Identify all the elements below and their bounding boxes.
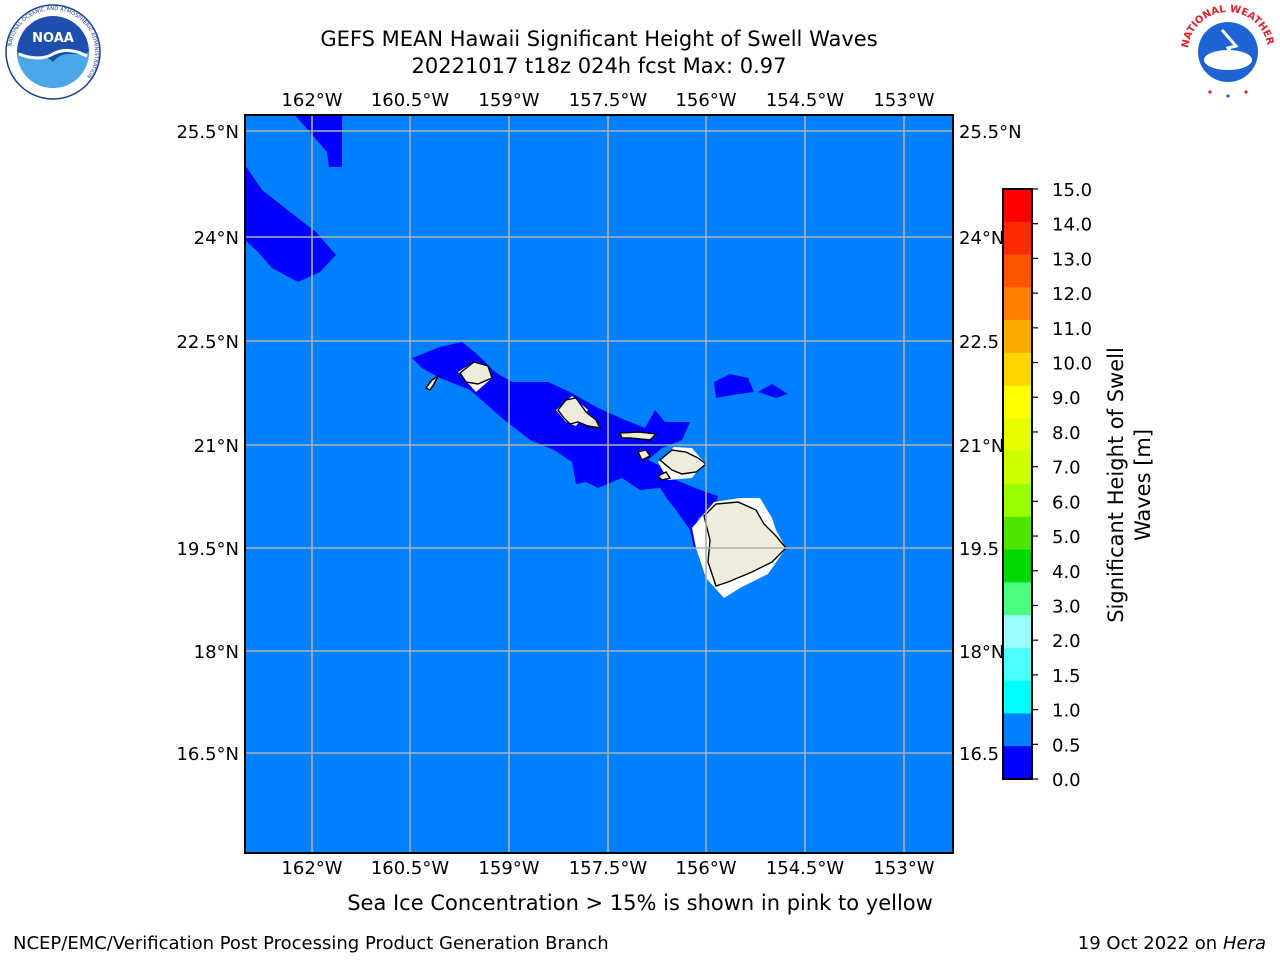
lat-label-left: 16.5°N	[176, 744, 239, 765]
colorbar-band	[1003, 549, 1032, 583]
colorbar-band	[1003, 254, 1032, 288]
colorbar-band	[1003, 746, 1032, 780]
grid-lines	[245, 115, 953, 853]
colorbar-tick-label: 0.5	[1052, 735, 1081, 756]
lat-label-left: 22.5°N	[176, 332, 239, 353]
lon-label-bottom: 157.5°W	[569, 858, 648, 879]
colorbar-band	[1003, 385, 1032, 419]
colorbar-tick-label: 12.0	[1052, 284, 1092, 305]
lat-labels-left: 25.5°N 24°N 22.5°N 21°N 19.5°N 18°N 16.5…	[176, 122, 239, 765]
colorbar-tick-label: 14.0	[1052, 215, 1092, 236]
low-swell-patch-east-1	[714, 374, 754, 398]
lat-label-right: 18°N	[959, 642, 1004, 663]
colorbar-tick-label: 4.0	[1052, 562, 1081, 583]
lon-label-bottom: 159°W	[478, 858, 539, 879]
colorbar-tick-label: 10.0	[1052, 354, 1092, 375]
colorbar-tick-label: 2.0	[1052, 631, 1081, 652]
colorbar-tick-label: 0.0	[1052, 770, 1081, 791]
colorbar-tick-label: 13.0	[1052, 249, 1092, 270]
lon-label-top: 156°W	[675, 90, 736, 111]
lon-label-top: 157.5°W	[569, 90, 648, 111]
map-area	[245, 115, 953, 853]
colorbar-band	[1003, 516, 1032, 551]
lat-label-right: 21°N	[959, 436, 1004, 457]
lon-labels-top: 162°W 160.5°W 159°W 157.5°W 156°W 154.5°…	[281, 90, 934, 111]
lon-label-bottom: 156°W	[675, 858, 736, 879]
colorbar-band	[1003, 320, 1032, 354]
noaa-logo: NATIONAL OCEANIC AND ATMOSPHERIC ADMINIS…	[5, 4, 101, 100]
island-kauai	[459, 361, 493, 385]
island-molokai	[618, 431, 658, 441]
colorbar-tick-label: 8.0	[1052, 423, 1081, 444]
low-swell-patch-east-2	[758, 384, 788, 398]
footer-branch: NCEP/EMC/Verification Post Processing Pr…	[13, 933, 609, 954]
lon-label-bottom: 162°W	[281, 858, 342, 879]
colorbar-tick-label: 5.0	[1052, 527, 1081, 548]
colorbar-band	[1003, 484, 1032, 518]
colorbar-band	[1003, 647, 1032, 682]
colorbar-band	[1003, 418, 1032, 452]
colorbar-band	[1003, 582, 1032, 616]
lat-label-right: 19.5	[959, 539, 999, 560]
colorbar-tick-label: 3.0	[1052, 596, 1081, 617]
colorbar-tick-label: 15.0	[1052, 180, 1092, 201]
colorbar-tick-label: 7.0	[1052, 458, 1081, 479]
lat-label-right: 22.5	[959, 332, 999, 353]
map-frame	[244, 114, 954, 854]
lat-label-left: 21°N	[194, 436, 239, 457]
colorbar-band	[1003, 680, 1032, 714]
chart-title: GEFS MEAN Hawaii Significant Height of S…	[320, 27, 878, 51]
footer-date: 19 Oct 2022 on Hera	[1078, 933, 1266, 954]
lon-label-top: 159°W	[478, 90, 539, 111]
island-hawaii-big-island	[703, 501, 787, 587]
colorbar-tick-label: 1.0	[1052, 701, 1081, 722]
low-swell-region-north	[295, 115, 342, 167]
lat-label-left: 24°N	[194, 228, 239, 249]
island-niihau	[424, 373, 440, 391]
lat-label-left: 19.5°N	[176, 539, 239, 560]
lon-label-top: 162°W	[281, 90, 342, 111]
lat-label-left: 25.5°N	[176, 122, 239, 143]
footer-host: Hera	[1222, 933, 1266, 954]
lon-label-top: 154.5°W	[766, 90, 845, 111]
island-kahoolawe	[656, 471, 672, 481]
lon-labels-bottom: 162°W 160.5°W 159°W 157.5°W 156°W 154.5°…	[281, 858, 934, 879]
colorbar-label-line2: Waves [m]	[1131, 429, 1155, 541]
colorbar-band	[1003, 189, 1032, 223]
chart-subtitle: 20221017 t18z 024h fcst Max: 0.97	[411, 54, 787, 78]
colorbar-tick-label: 11.0	[1052, 319, 1092, 340]
colorbar-tick-label: 1.5	[1052, 666, 1081, 687]
lon-label-top: 153°W	[873, 90, 934, 111]
lon-label-bottom: 160.5°W	[371, 858, 450, 879]
colorbar-band	[1003, 713, 1032, 747]
colorbar-tick-label: 9.0	[1052, 388, 1081, 409]
colorbar-frame	[1002, 188, 1033, 780]
footer-date-text: 19 Oct 2022 on	[1077, 933, 1223, 954]
lat-label-right: 24°N	[959, 228, 1004, 249]
lat-label-left: 18°N	[194, 642, 239, 663]
colorbar-band	[1003, 451, 1032, 485]
colorbar	[1002, 188, 1038, 780]
lat-label-right: 16.5	[959, 744, 999, 765]
noaa-logo-text: NOAA	[32, 31, 74, 46]
caption: Sea Ice Concentration > 15% is shown in …	[347, 891, 933, 915]
island-oahu	[557, 397, 602, 429]
colorbar-band	[1003, 221, 1032, 256]
lon-label-top: 160.5°W	[371, 90, 450, 111]
lat-labels-right: 25.5°N 24°N 22.5 21°N 19.5 18°N 16.5	[959, 122, 1022, 765]
lon-label-bottom: 154.5°W	[766, 858, 845, 879]
colorbar-tick-labels: 15.0 14.0 13.0 12.0 11.0 10.0 9.0 8.0 7.0 6.0 5.0 4…	[1052, 180, 1092, 791]
lon-label-bottom: 153°W	[873, 858, 934, 879]
colorbar-tick-label: 6.0	[1052, 492, 1081, 513]
nws-logo: NATIONAL WEATHER SERVICE	[1178, 0, 1276, 98]
island-lanai	[636, 449, 652, 461]
colorbar-band	[1003, 352, 1032, 387]
low-swell-region-northwest	[245, 165, 336, 282]
colorbar-band	[1003, 615, 1032, 649]
lat-label-right: 25.5°N	[959, 122, 1022, 143]
colorbar-label-line1: Significant Height of Swell	[1104, 347, 1128, 623]
colorbar-band	[1003, 287, 1032, 321]
